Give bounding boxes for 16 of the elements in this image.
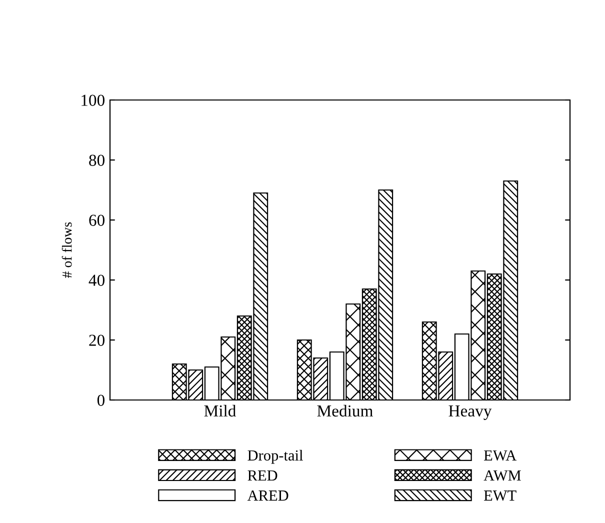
legend-label: AWM xyxy=(484,470,521,481)
y-tick-label: 60 xyxy=(89,214,105,226)
y-tick-label: 0 xyxy=(97,394,105,406)
legend-label: ARED xyxy=(247,490,288,501)
x-tick-label: Medium xyxy=(317,404,373,417)
y-tick-label: 80 xyxy=(89,154,105,166)
legend-label: EWT xyxy=(484,490,516,501)
y-tick-label: 20 xyxy=(89,334,105,346)
legend-label: EWA xyxy=(484,450,517,461)
legend-label: Drop-tail xyxy=(248,450,303,464)
legend-label: RED xyxy=(248,470,278,481)
x-tick-label: Heavy xyxy=(448,405,492,420)
y-tick-label: 100 xyxy=(82,94,105,106)
x-tick-label: Mild xyxy=(204,404,236,417)
y-tick-label: 40 xyxy=(88,274,105,286)
y-axis-title: # of flows xyxy=(62,222,72,278)
